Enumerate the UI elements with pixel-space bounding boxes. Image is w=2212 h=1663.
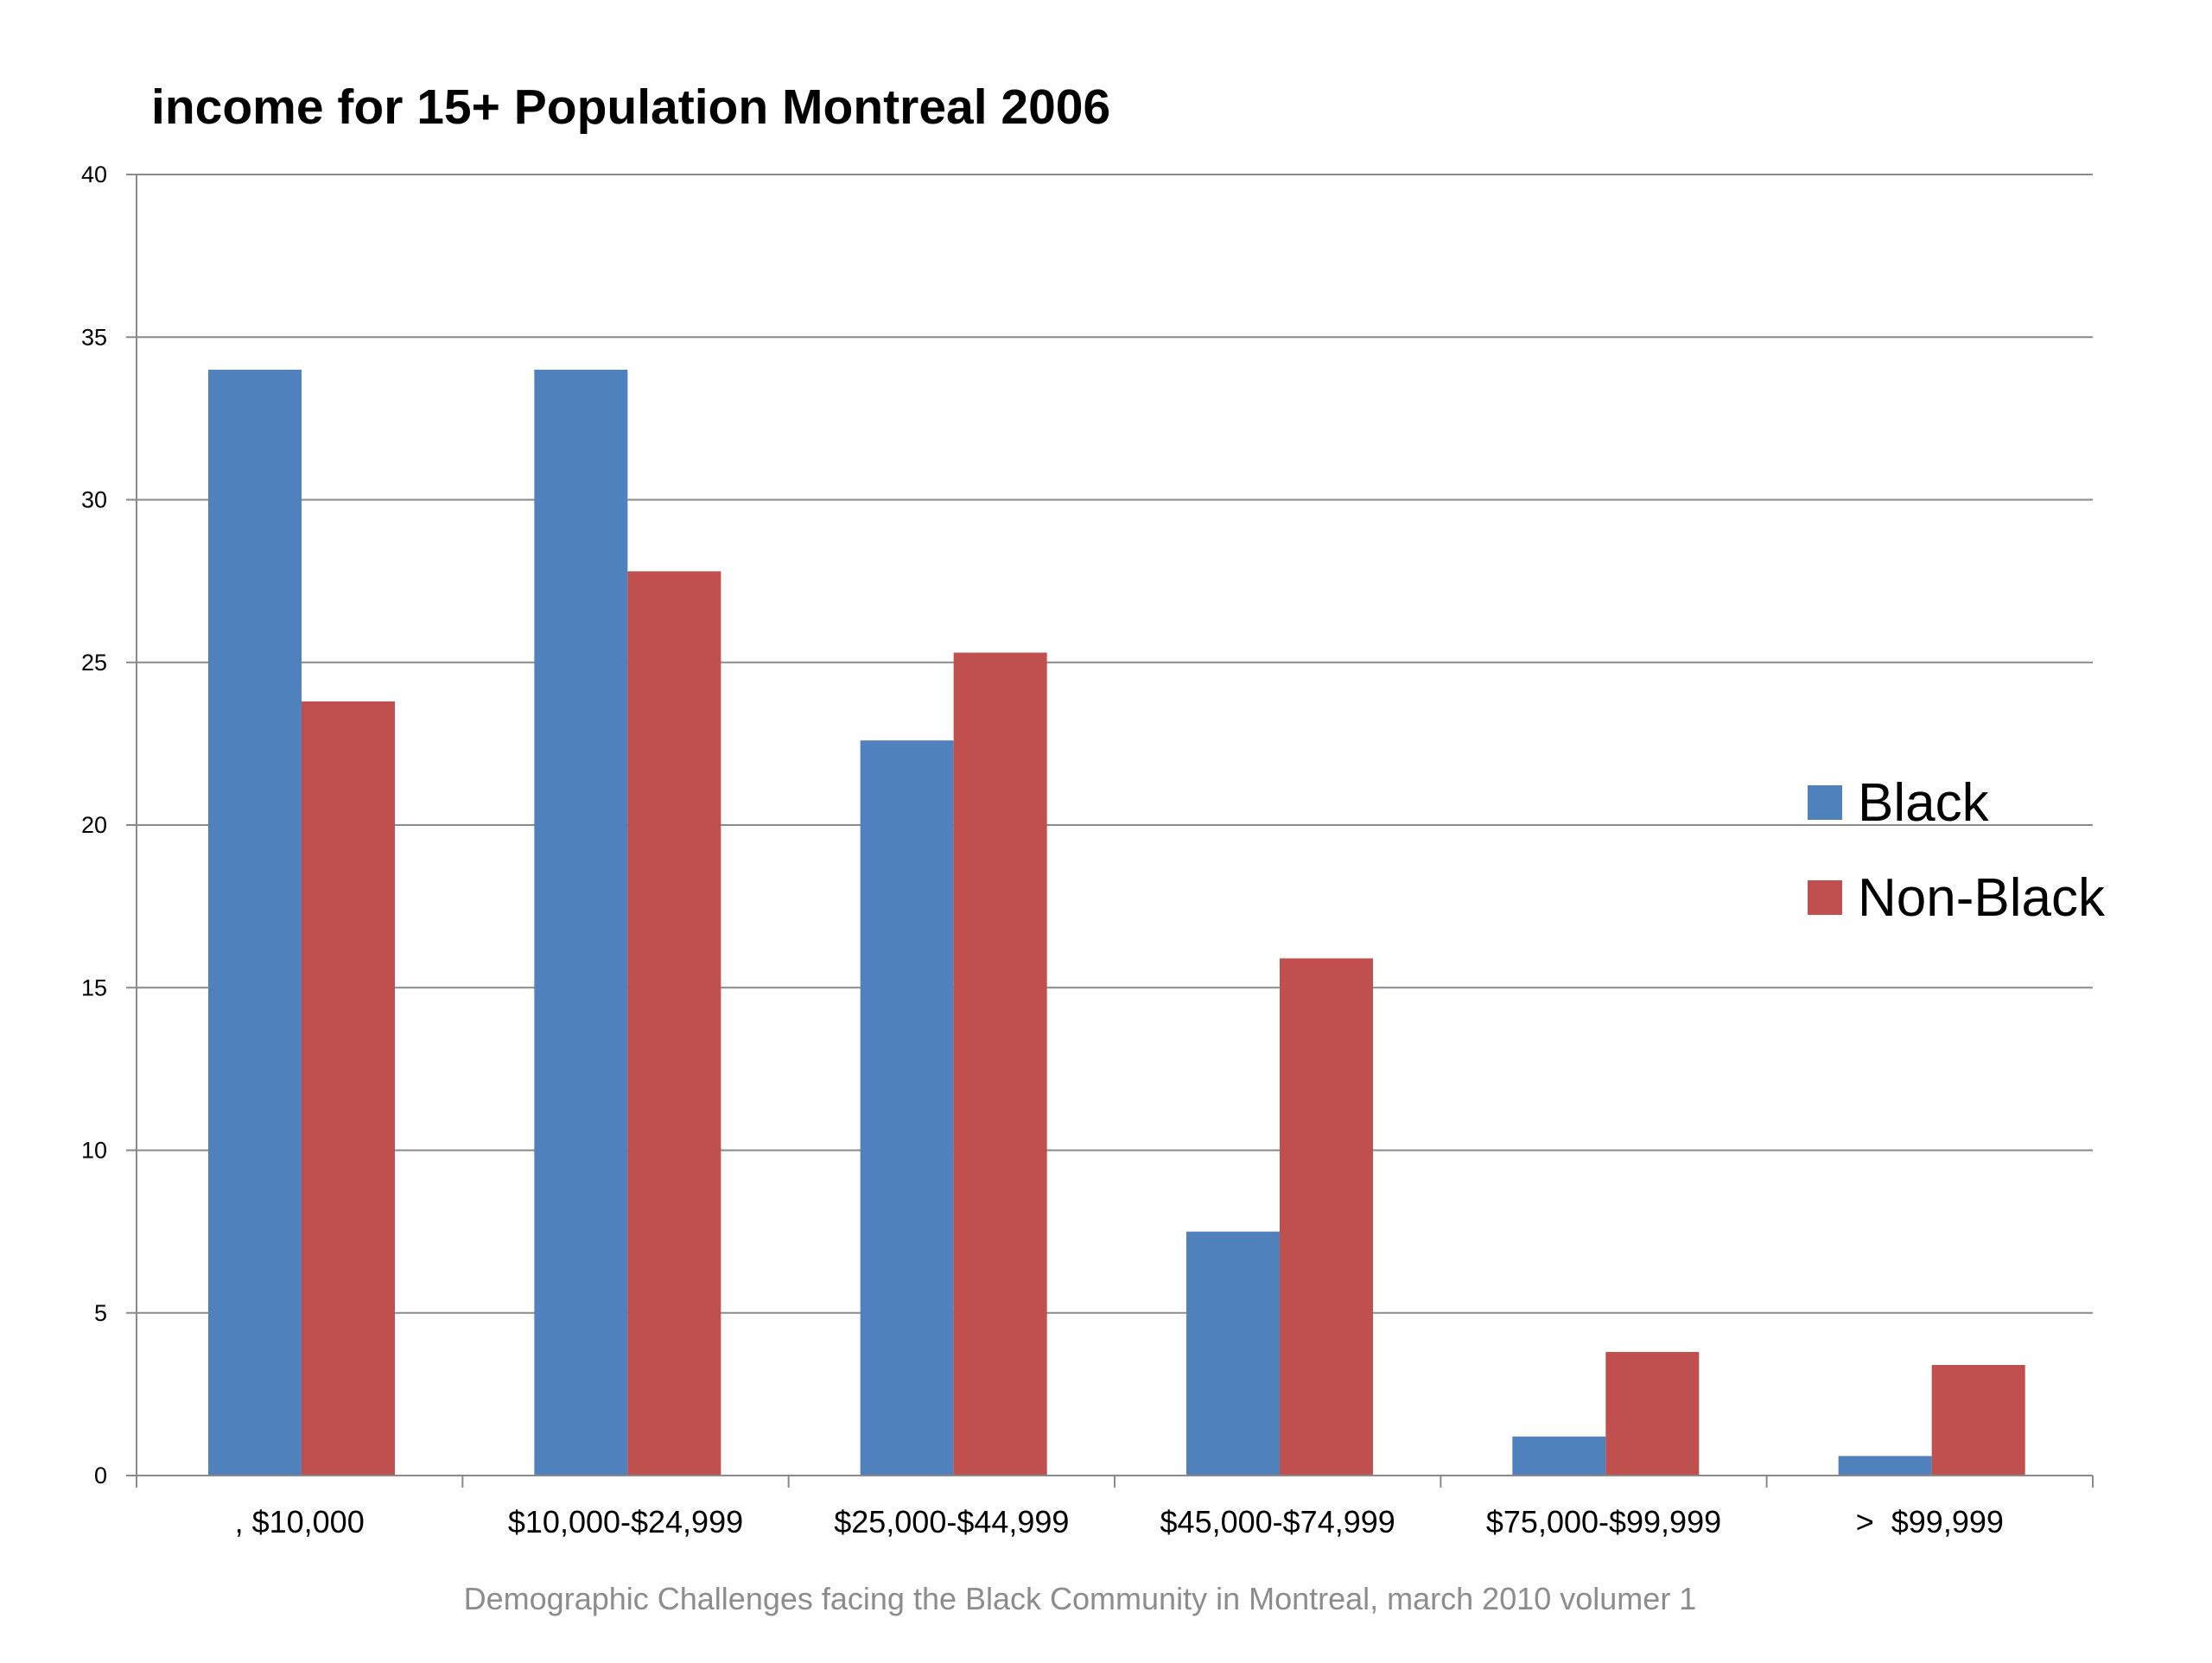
- y-tick-label: 15: [81, 974, 107, 1000]
- bar-non-black-2: [953, 652, 1047, 1476]
- bar-non-black-0: [302, 701, 395, 1476]
- bar-non-black-5: [1931, 1364, 2025, 1476]
- y-tick-label: 30: [81, 487, 107, 513]
- gridlines: [137, 174, 2093, 1314]
- bar-non-black-3: [1280, 958, 1373, 1476]
- x-tick-label: $25,000-$44,999: [834, 1504, 1069, 1539]
- y-tick-label: 25: [81, 650, 107, 676]
- x-tick-label: > $99,999: [1856, 1504, 2004, 1539]
- x-tick-label: $45,000-$74,999: [1160, 1504, 1395, 1539]
- chart-title: income for 15+ Population Montreal 2006: [151, 79, 1110, 135]
- source-caption: Demographic Challenges facing the Black …: [464, 1581, 1697, 1616]
- legend: Black Non-Black: [1808, 773, 2106, 928]
- y-tick-label: 20: [81, 812, 107, 838]
- y-tick-label: 0: [94, 1463, 107, 1488]
- legend-label-black: Black: [1858, 773, 1990, 833]
- y-tick-label: 10: [81, 1138, 107, 1164]
- bar-black-3: [1186, 1231, 1280, 1476]
- x-tick-label: $75,000-$99,999: [1486, 1504, 1721, 1539]
- bar-non-black-1: [627, 571, 721, 1476]
- x-tick-label: , $10,000: [235, 1504, 365, 1539]
- bars: [208, 369, 2025, 1476]
- legend-label-non-black: Non-Black: [1858, 868, 2106, 928]
- y-tick-label: 35: [81, 324, 107, 350]
- legend-swatch-black: [1808, 785, 1842, 820]
- axes: 0 5 10 15 20 25 30 35 40 , $10,000 $10,000-$24,999…: [81, 162, 2094, 1539]
- y-tick-label: 40: [81, 162, 107, 187]
- bar-black-1: [534, 369, 628, 1476]
- y-tick-label: 5: [94, 1300, 107, 1326]
- bar-black-5: [1838, 1456, 1932, 1476]
- x-tick-label: $10,000-$24,999: [508, 1504, 743, 1539]
- bar-black-0: [208, 369, 302, 1476]
- bar-black-4: [1512, 1436, 1606, 1476]
- bar-non-black-4: [1605, 1351, 1700, 1476]
- legend-swatch-non-black: [1808, 880, 1842, 915]
- bar-black-2: [860, 740, 954, 1476]
